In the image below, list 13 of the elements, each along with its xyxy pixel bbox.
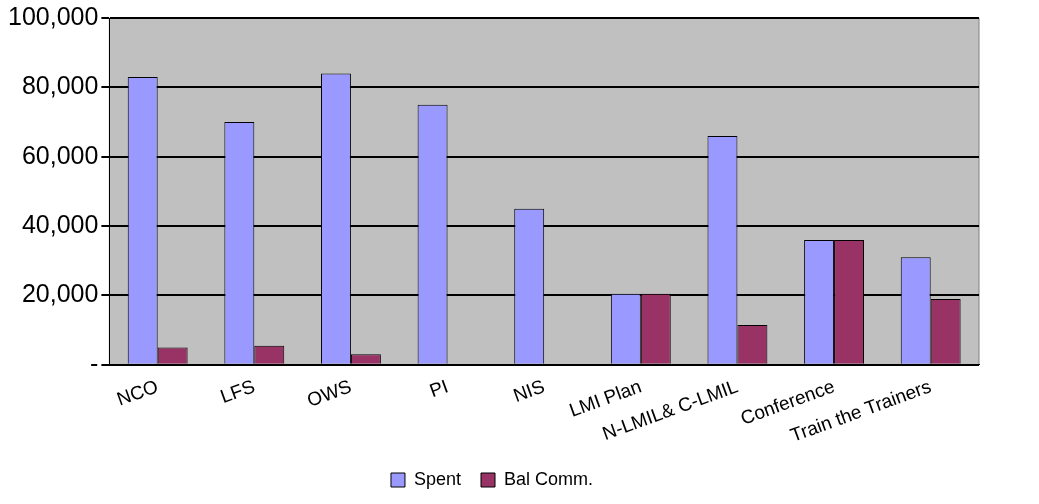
x-tick-label: NIS: [510, 375, 548, 406]
y-tick-label: 60,000: [21, 140, 99, 169]
y-tick-label: 100,000: [7, 1, 99, 30]
y-tick-label: 20,000: [21, 279, 99, 308]
x-tick-label: OWS: [304, 375, 355, 411]
y-tick-label: 80,000: [21, 71, 99, 100]
y-tick-label: 40,000: [21, 209, 99, 238]
legend-label: Bal Comm.: [504, 468, 594, 489]
legend-label: Spent: [413, 468, 462, 489]
x-tick-label: NCO: [113, 375, 161, 410]
x-tick-label: PI: [426, 375, 451, 402]
y-tick-label: -: [90, 348, 99, 377]
x-tick-label: LFS: [217, 375, 258, 408]
